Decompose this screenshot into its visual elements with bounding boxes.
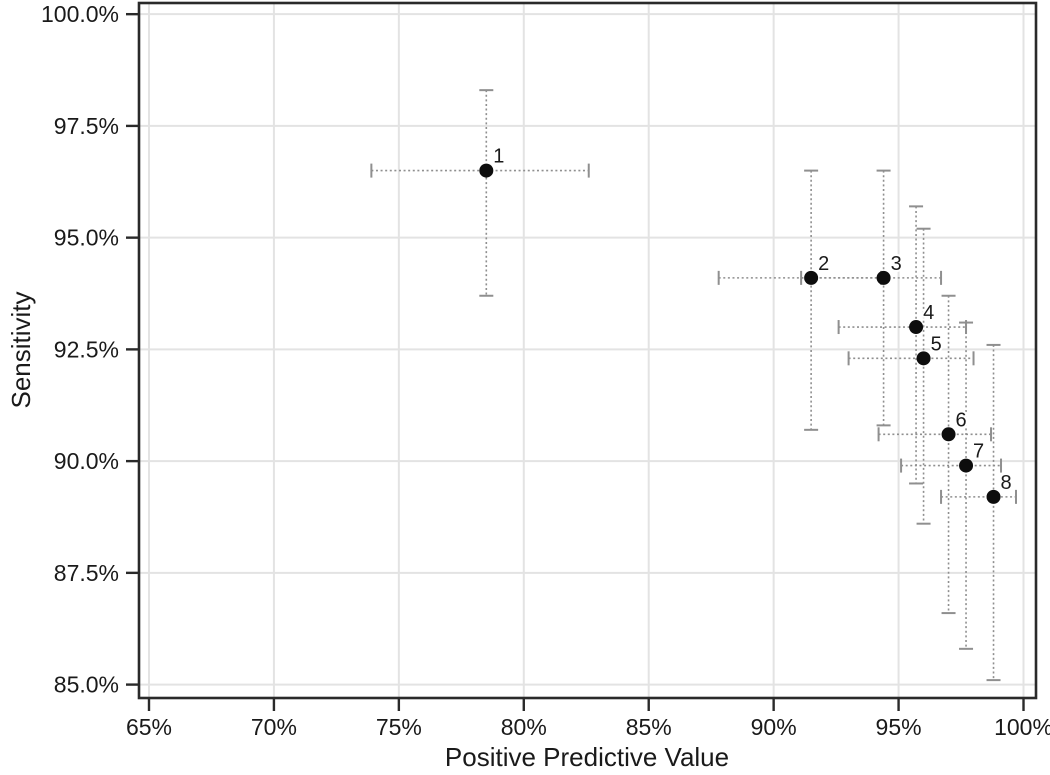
data-point-5: 5	[916, 331, 944, 366]
error-bar-point-4	[837, 205, 968, 485]
error-bar-point-2	[717, 169, 883, 431]
data-point-label-2: 2	[818, 253, 829, 275]
data-point-label-7: 7	[973, 441, 984, 463]
y-tick-label-95: 95.0%	[54, 225, 119, 251]
data-point-3: 3	[876, 251, 904, 285]
data-point-6: 6	[941, 407, 969, 442]
y-tick-label-90: 90.0%	[54, 448, 119, 474]
data-point-label-8: 8	[1001, 472, 1012, 494]
data-point-2: 2	[804, 251, 831, 285]
x-tick-label-75: 75%	[376, 714, 422, 740]
y-tick-label-100: 100.0%	[41, 1, 119, 27]
tick-labels: 65% 70% 75% 80% 85% 90% 95% 100% 100.0% 97.5% 95.0…	[41, 1, 1050, 740]
data-point-8: 8	[986, 470, 1014, 504]
data-point-4: 4	[909, 300, 936, 335]
x-tick-label-65: 65%	[126, 714, 172, 740]
y-tick-label-85: 85.0%	[54, 672, 119, 698]
error-bar-point-7	[900, 321, 1003, 650]
error-bar-point-8	[940, 343, 1018, 682]
data-point-marker-4	[909, 320, 924, 335]
data-point-7: 7	[959, 439, 986, 473]
data-point-marker-2	[804, 270, 819, 285]
x-axis-title: Positive Predictive Value	[445, 742, 729, 772]
x-tick-label-70: 70%	[251, 714, 297, 740]
x-tick-label-100: 100%	[994, 714, 1050, 740]
error-bar-point-1	[370, 89, 590, 297]
x-tick-label-95: 95%	[876, 714, 922, 740]
data-point-1: 1	[479, 144, 506, 178]
error-bar-point-6	[877, 294, 993, 615]
y-axis-title: Sensitivity	[6, 291, 36, 408]
error-bar-point-5	[847, 227, 975, 525]
x-tick-label-80: 80%	[501, 714, 547, 740]
error-bars	[370, 89, 1018, 682]
data-point-label-4: 4	[923, 302, 934, 324]
data-point-marker-8	[986, 489, 1001, 504]
y-tick-label-87.5: 87.5%	[54, 560, 119, 586]
data-point-label-5: 5	[931, 333, 942, 355]
data-points: 1 2 3 4 5 678	[479, 144, 1014, 504]
x-tick-label-85: 85%	[626, 714, 672, 740]
axis-ticks	[126, 12, 1025, 711]
error-bar-point-3	[800, 169, 943, 427]
data-point-marker-7	[959, 458, 974, 473]
data-point-marker-3	[876, 270, 891, 285]
data-point-label-6: 6	[956, 409, 967, 431]
gridlines	[139, 3, 1036, 698]
data-point-label-3: 3	[891, 253, 902, 275]
data-point-marker-6	[941, 427, 956, 442]
data-point-marker-1	[479, 163, 494, 178]
y-tick-label-92.5: 92.5%	[54, 336, 119, 362]
data-point-marker-5	[916, 351, 931, 366]
y-tick-label-97.5: 97.5%	[54, 113, 119, 139]
x-tick-label-90: 90%	[751, 714, 797, 740]
data-point-label-1: 1	[493, 146, 504, 168]
